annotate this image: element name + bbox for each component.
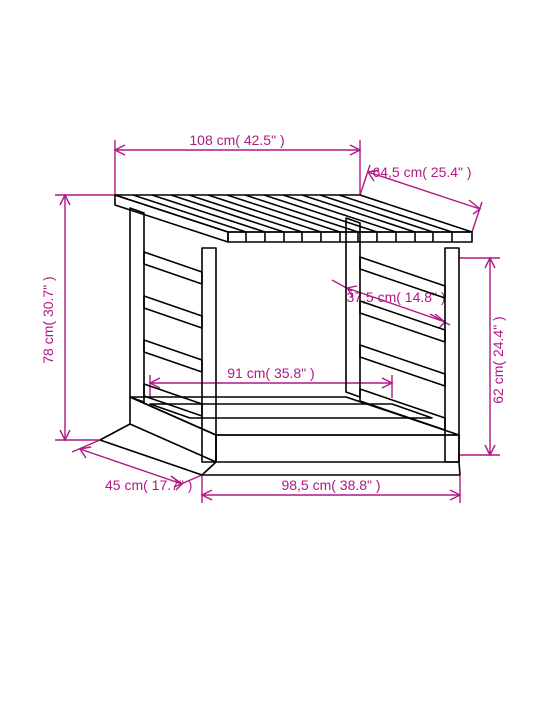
dim-roof-width: 108 cm( 42.5" ) [115, 132, 360, 195]
dim-roof-depth-label: 64,5 cm( 25.4" ) [372, 164, 471, 180]
dim-roof-width-label: 108 cm( 42.5" ) [189, 132, 284, 148]
dim-base-depth-label: 45 cm( 17.7" ) [105, 477, 192, 493]
dim-inner-width-label: 91 cm( 35.8" ) [227, 365, 314, 381]
dim-base-width-label: 98,5 cm( 38.8" ) [281, 477, 380, 493]
dim-inner-depth-label: 37,5 cm( 14.8" ) [346, 289, 445, 305]
dim-inner-width: 91 cm( 35.8" ) [150, 365, 392, 398]
dim-front-height: 62 cm( 24.4" ) [459, 258, 506, 455]
dim-total-height-label: 78 cm( 30.7" ) [40, 276, 56, 363]
dim-front-height-label: 62 cm( 24.4" ) [490, 316, 506, 403]
product-drawing [100, 195, 472, 475]
dim-base-width: 98,5 cm( 38.8" ) [202, 475, 460, 503]
base-tray [100, 397, 460, 475]
dim-inner-depth: 37,5 cm( 14.8" ) [332, 280, 450, 328]
roof-slats [133, 195, 452, 242]
dim-total-height: 78 cm( 30.7" ) [40, 195, 115, 440]
dimension-annotations: 108 cm( 42.5" ) 64,5 cm( 25.4" ) 78 cm( … [40, 132, 506, 503]
left-side-slats [144, 252, 202, 416]
